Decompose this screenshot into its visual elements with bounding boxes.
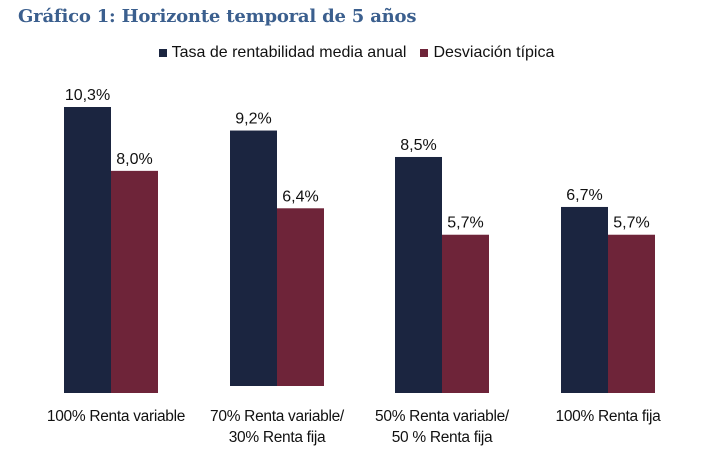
bar-rentabilidad-3 xyxy=(395,157,442,393)
data-label-desviacion-4: 5,7% xyxy=(613,215,649,232)
bar-rentabilidad-1 xyxy=(64,107,111,393)
bar-desviacion-4 xyxy=(608,235,655,393)
category-label-2: 70% Renta variable/ 30% Renta fija xyxy=(196,406,358,448)
data-label-rentabilidad-4: 6,7% xyxy=(566,187,602,204)
category-label-4: 100% Renta fija xyxy=(528,406,688,427)
bar-rentabilidad-4 xyxy=(561,207,608,393)
bar-rentabilidad-2 xyxy=(230,131,277,386)
bar-desviacion-3 xyxy=(442,235,489,393)
data-label-rentabilidad-2: 9,2% xyxy=(235,111,271,128)
data-label-rentabilidad-3: 8,5% xyxy=(400,137,436,154)
category-label-1: 100% Renta variable xyxy=(28,406,204,427)
data-label-desviacion-1: 8,0% xyxy=(116,151,152,168)
category-label-3: 50% Renta variable/ 50 % Renta fija xyxy=(362,406,522,448)
data-label-desviacion-2: 6,4% xyxy=(282,188,318,205)
bar-desviacion-1 xyxy=(111,171,158,393)
data-label-rentabilidad-1: 10,3% xyxy=(65,87,110,104)
data-label-desviacion-3: 5,7% xyxy=(447,215,483,232)
bar-desviacion-2 xyxy=(277,208,324,386)
